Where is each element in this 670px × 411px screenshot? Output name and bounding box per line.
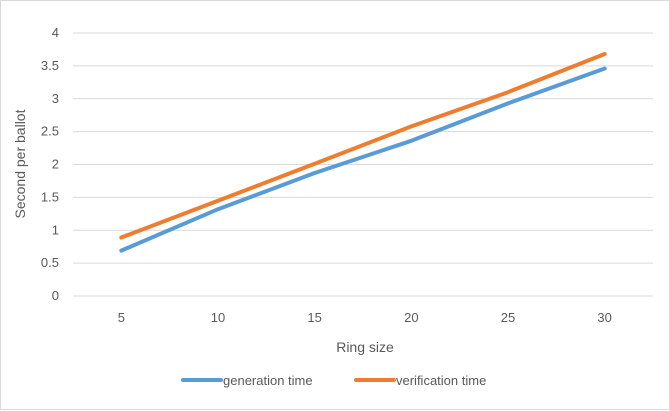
series-lines	[119, 52, 607, 253]
x-axis-tick-labels: 5 10 15 20 25 30	[118, 310, 612, 325]
series-line-2	[119, 52, 607, 240]
x-tick-label: 10	[211, 310, 225, 325]
y-tick-label: 2.5	[41, 124, 59, 139]
y-tick-label: 3.5	[41, 58, 59, 73]
y-axis-tick-labels: 0 0.5 1 1.5 2 2.5 3 3.5 4	[41, 25, 59, 303]
legend-label: verification time	[396, 373, 486, 388]
legend: generation time verification time	[181, 373, 486, 388]
series-line-1	[119, 66, 607, 253]
x-tick-label: 20	[404, 310, 418, 325]
x-tick-label: 30	[597, 310, 611, 325]
y-tick-label: 1	[52, 222, 59, 237]
y-tick-label: 3	[52, 91, 59, 106]
y-tick-label: 0	[52, 288, 59, 303]
x-tick-label: 25	[501, 310, 515, 325]
y-axis-title: Second per ballot	[12, 109, 28, 218]
y-tick-label: 1.5	[41, 189, 59, 204]
x-axis-title: Ring size	[336, 339, 394, 355]
x-tick-label: 15	[307, 310, 321, 325]
y-tick-label: 4	[52, 25, 59, 40]
legend-label: generation time	[223, 373, 313, 388]
x-tick-label: 5	[118, 310, 125, 325]
y-tick-label: 2	[52, 157, 59, 172]
y-tick-label: 0.5	[41, 255, 59, 270]
